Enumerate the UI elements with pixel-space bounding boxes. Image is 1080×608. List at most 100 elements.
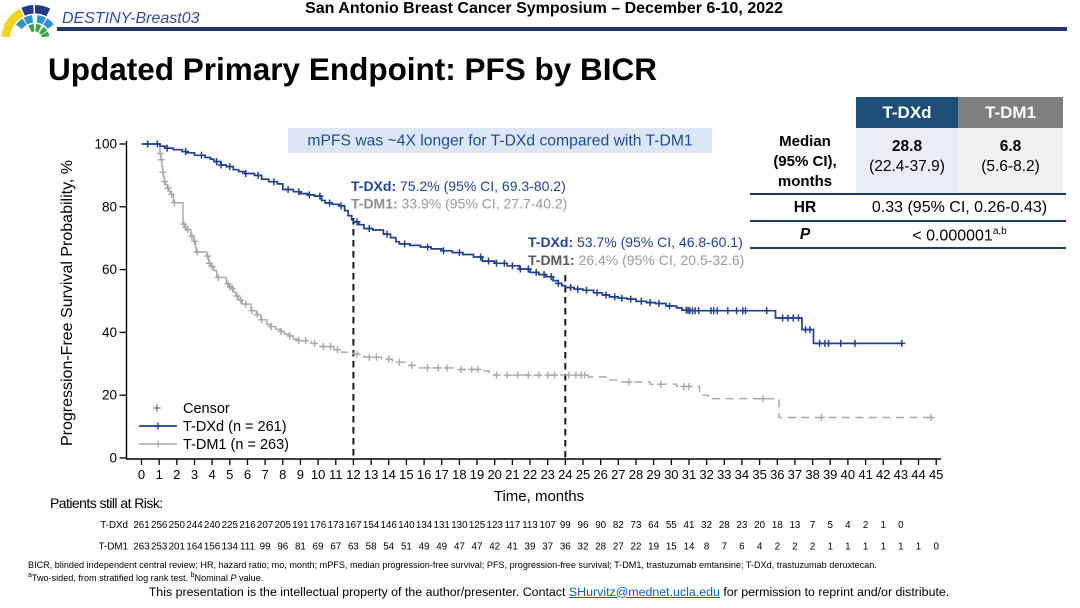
svg-text:117: 117 — [505, 520, 521, 531]
svg-text:131: 131 — [434, 520, 450, 531]
svg-text:9: 9 — [297, 467, 304, 482]
svg-text:134: 134 — [222, 542, 239, 553]
svg-text:1: 1 — [880, 520, 885, 531]
svg-text:4: 4 — [757, 542, 763, 553]
svg-text:0: 0 — [138, 467, 145, 482]
svg-text:2: 2 — [173, 467, 180, 482]
svg-text:T-DM1: 26.4% (95% CI, 20.5-32.: T-DM1: 26.4% (95% CI, 20.5-32.6) — [528, 252, 744, 268]
svg-text:107: 107 — [540, 520, 556, 531]
svg-text:36: 36 — [770, 467, 784, 482]
svg-text:164: 164 — [186, 542, 203, 553]
svg-text:146: 146 — [381, 520, 398, 531]
svg-text:51: 51 — [401, 542, 412, 553]
svg-text:2: 2 — [775, 542, 780, 553]
svg-text:38: 38 — [805, 467, 819, 482]
svg-text:240: 240 — [204, 520, 221, 531]
svg-text:201: 201 — [169, 542, 185, 553]
svg-text:80: 80 — [102, 199, 117, 214]
svg-text:99: 99 — [560, 520, 571, 531]
svg-text:49: 49 — [419, 542, 430, 553]
svg-text:Censor: Censor — [183, 401, 230, 417]
svg-text:1: 1 — [880, 542, 885, 553]
svg-text:154: 154 — [363, 520, 380, 531]
svg-text:1: 1 — [827, 542, 832, 553]
svg-text:73: 73 — [631, 520, 642, 531]
svg-text:0: 0 — [898, 520, 904, 531]
svg-text:34: 34 — [735, 467, 749, 482]
svg-text:1: 1 — [863, 542, 868, 553]
svg-text:14: 14 — [684, 542, 695, 553]
svg-text:37: 37 — [788, 467, 802, 482]
svg-text:14: 14 — [381, 467, 395, 482]
svg-text:81: 81 — [295, 542, 306, 553]
svg-text:69: 69 — [313, 542, 324, 553]
svg-text:7: 7 — [261, 467, 268, 482]
svg-text:125: 125 — [469, 520, 486, 531]
svg-text:0: 0 — [933, 542, 939, 553]
svg-text:7: 7 — [722, 542, 727, 553]
svg-text:T-DM1 (n = 263): T-DM1 (n = 263) — [183, 437, 289, 453]
svg-text:156: 156 — [204, 542, 221, 553]
svg-text:261: 261 — [133, 520, 149, 531]
svg-text:13: 13 — [789, 520, 800, 531]
svg-text:191: 191 — [292, 520, 308, 531]
svg-text:207: 207 — [257, 520, 273, 531]
svg-text:12: 12 — [346, 467, 360, 482]
svg-text:29: 29 — [646, 467, 660, 482]
svg-text:T-DXd (n = 261): T-DXd (n = 261) — [183, 419, 287, 435]
svg-text:Patients still at Risk:: Patients still at Risk: — [50, 495, 163, 511]
svg-text:20: 20 — [487, 467, 501, 482]
svg-text:40: 40 — [841, 467, 855, 482]
svg-text:253: 253 — [151, 542, 168, 553]
svg-text:7: 7 — [810, 520, 815, 531]
svg-text:176: 176 — [310, 520, 327, 531]
svg-text:42: 42 — [876, 467, 890, 482]
svg-text:140: 140 — [398, 520, 415, 531]
svg-text:32: 32 — [578, 542, 589, 553]
svg-text:4: 4 — [208, 467, 215, 482]
svg-text:96: 96 — [578, 520, 589, 531]
svg-text:1: 1 — [156, 467, 163, 482]
svg-text:216: 216 — [239, 520, 256, 531]
svg-text:43: 43 — [894, 467, 908, 482]
svg-text:T-DXd: 75.2% (95% CI, 69.3-80.: T-DXd: 75.2% (95% CI, 69.3-80.2) — [351, 178, 566, 194]
svg-text:17: 17 — [434, 467, 448, 482]
svg-text:256: 256 — [151, 520, 168, 531]
svg-text:5: 5 — [226, 467, 233, 482]
svg-text:15: 15 — [399, 467, 413, 482]
svg-text:8: 8 — [704, 542, 710, 553]
svg-text:33: 33 — [717, 467, 731, 482]
svg-text:100: 100 — [94, 137, 117, 152]
svg-text:167: 167 — [345, 520, 361, 531]
svg-text:130: 130 — [451, 520, 468, 531]
svg-text:T-DXd: 53.7% (95% CI, 46.8-60.: T-DXd: 53.7% (95% CI, 46.8-60.1) — [528, 234, 743, 250]
svg-text:5: 5 — [827, 520, 833, 531]
svg-text:55: 55 — [666, 520, 677, 531]
svg-text:134: 134 — [416, 520, 433, 531]
svg-text:mPFS was ~4X longer for T-DXd: mPFS was ~4X longer for T-DXd compared w… — [307, 133, 692, 150]
svg-text:111: 111 — [240, 542, 255, 553]
svg-text:32: 32 — [699, 467, 713, 482]
svg-text:15: 15 — [666, 542, 677, 553]
svg-text:54: 54 — [383, 542, 394, 553]
svg-text:49: 49 — [436, 542, 447, 553]
svg-text:35: 35 — [752, 467, 766, 482]
svg-text:39: 39 — [823, 467, 837, 482]
svg-text:2: 2 — [792, 542, 797, 553]
svg-text:47: 47 — [472, 542, 483, 553]
svg-text:T-DM1: 33.9% (95% CI, 27.7-40.: T-DM1: 33.9% (95% CI, 27.7-40.2) — [351, 196, 567, 212]
svg-text:2: 2 — [810, 542, 815, 553]
svg-text:41: 41 — [858, 467, 872, 482]
svg-text:T-DXd: T-DXd — [100, 520, 128, 531]
svg-text:0: 0 — [109, 451, 117, 466]
svg-text:19: 19 — [648, 542, 659, 553]
svg-text:6: 6 — [244, 467, 251, 482]
svg-text:2: 2 — [863, 520, 868, 531]
svg-text:96: 96 — [277, 542, 288, 553]
svg-text:36: 36 — [560, 542, 571, 553]
svg-text:27: 27 — [611, 467, 625, 482]
svg-text:45: 45 — [929, 467, 943, 482]
svg-text:28: 28 — [719, 520, 730, 531]
svg-text:41: 41 — [684, 520, 695, 531]
svg-text:3: 3 — [191, 467, 198, 482]
